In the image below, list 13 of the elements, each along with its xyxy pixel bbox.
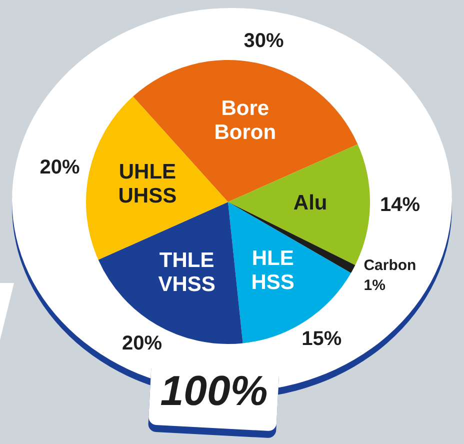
- data-label: 14%: [380, 194, 420, 216]
- data-label: 20%: [40, 156, 80, 178]
- slice-label: HLE HSS: [251, 246, 294, 294]
- data-label: 30%: [244, 30, 284, 52]
- slice-label: Bore Boron: [214, 97, 276, 144]
- slice-label: Carbon: [364, 256, 416, 274]
- data-label: 15%: [302, 328, 342, 350]
- slice-label: Alu: [293, 192, 328, 215]
- slice-label: THLE VHSS: [158, 249, 216, 296]
- data-label: 1%: [364, 276, 386, 294]
- slice-label: UHLE UHSS: [118, 160, 177, 208]
- text: 100%: [159, 366, 269, 416]
- data-label: 20%: [122, 332, 162, 355]
